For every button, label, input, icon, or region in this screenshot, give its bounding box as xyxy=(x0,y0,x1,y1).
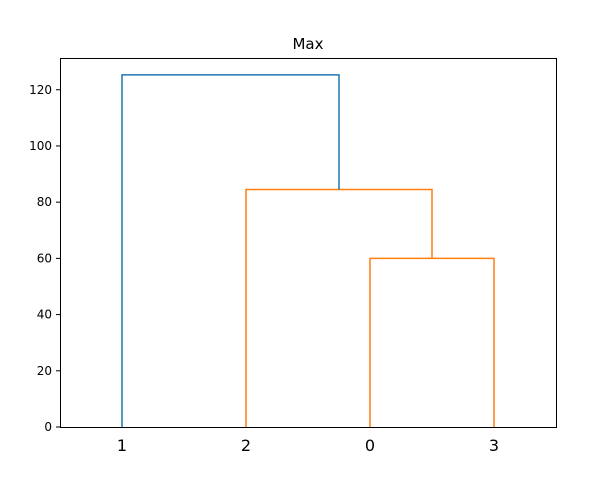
dendrogram-link-1 xyxy=(245,188,433,427)
chart-title: Max xyxy=(292,35,323,53)
plot-frame xyxy=(60,58,557,428)
dendrogram-link-2 xyxy=(121,74,340,427)
leaf-label-3: 3 xyxy=(489,436,499,455)
dendrogram-links xyxy=(121,74,495,427)
leaf-label-2: 2 xyxy=(241,436,251,455)
y-tick-label-1: 20 xyxy=(37,364,52,378)
y-tick-label-2: 40 xyxy=(37,308,52,322)
leaf-label-1: 1 xyxy=(117,436,127,455)
y-tick-label-6: 120 xyxy=(29,83,52,97)
y-tick-label-4: 80 xyxy=(37,195,52,209)
y-tick-label-3: 60 xyxy=(37,251,52,265)
y-axis: 0 20 40 60 80 100 120 xyxy=(29,83,60,434)
y-tick-label-5: 100 xyxy=(29,139,52,153)
leaf-label-0: 0 xyxy=(365,436,375,455)
y-tick-label-0: 0 xyxy=(44,420,52,434)
x-axis: 1 2 0 3 xyxy=(117,436,499,455)
dendrogram-link-0 xyxy=(369,257,495,427)
